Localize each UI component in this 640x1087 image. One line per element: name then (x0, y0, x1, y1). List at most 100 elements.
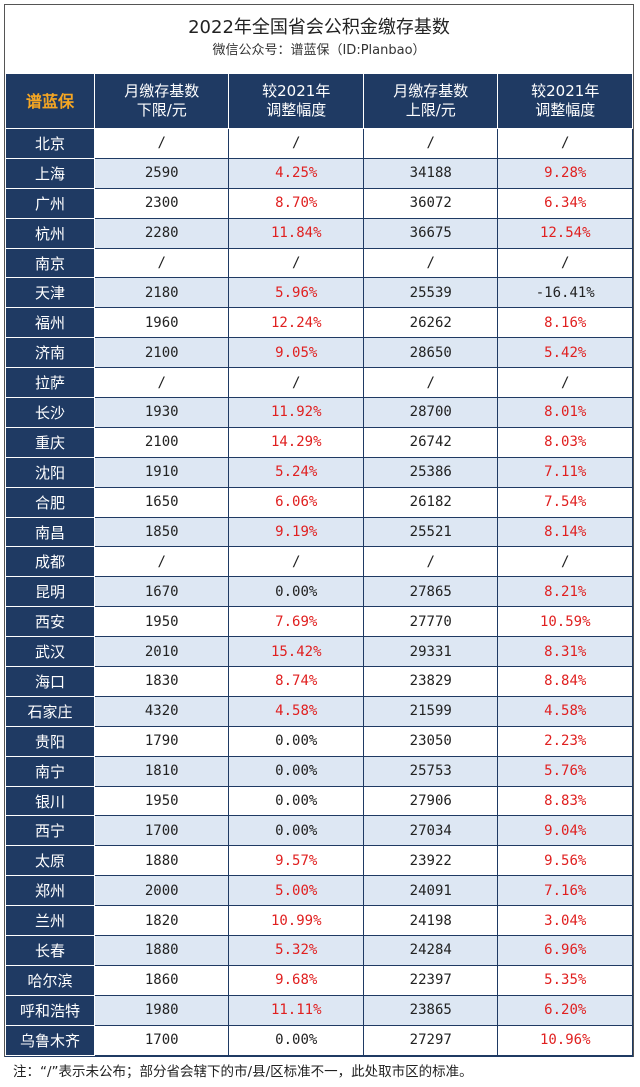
max-change-cell: 8.16% (497, 307, 633, 339)
max-base-cell: 25753 (362, 755, 499, 787)
min-change-cell: 14.29% (228, 426, 364, 458)
min-change-cell: 8.74% (228, 666, 364, 697)
min-change-cell: 0.00% (228, 1024, 364, 1056)
table-row: 济南 2100 9.05% 28650 5.42% (5, 337, 633, 369)
min-base-cell: 1810 (93, 755, 230, 787)
max-change-cell: 8.14% (497, 516, 633, 548)
city-cell: 成都 (5, 546, 95, 578)
max-base-cell: 24091 (362, 875, 499, 907)
min-change-cell: 12.24% (228, 307, 364, 339)
min-change-cell: 9.57% (228, 845, 364, 877)
max-change-cell: / (497, 128, 633, 159)
max-base-cell: 27297 (362, 1024, 499, 1056)
city-cell: 乌鲁木齐 (5, 1024, 95, 1056)
min-change-cell: 0.00% (228, 755, 364, 787)
max-change-cell: 9.56% (497, 845, 633, 877)
max-change-cell: 7.54% (497, 486, 633, 518)
min-change-cell: 6.06% (228, 486, 364, 518)
table-body: 北京 / / / / 上海 2590 4.25% 34188 9.28% 广州 2300 8.70% 36… (5, 128, 633, 1056)
min-change-cell: 11.84% (228, 217, 364, 249)
max-change-cell: 3.04% (497, 905, 633, 937)
min-base-cell: 1880 (93, 935, 230, 966)
max-base-cell: 23922 (362, 845, 499, 877)
max-change-cell: 8.21% (497, 576, 633, 608)
max-change-cell: 8.01% (497, 397, 633, 428)
city-cell: 石家庄 (5, 695, 95, 727)
min-change-cell: 0.00% (228, 785, 364, 817)
min-base-cell: 1830 (93, 666, 230, 697)
document-frame: 2022年全国省会公积金缴存基数 微信公众号：谱蓝保（ID:Planbao） 谱… (4, 4, 634, 1080)
min-change-cell: 15.42% (228, 636, 364, 668)
max-base-cell: 34188 (362, 157, 499, 189)
city-cell: 海口 (5, 666, 95, 697)
table-row: 哈尔滨 1860 9.68% 22397 5.35% (5, 964, 633, 996)
max-change-cell: 8.31% (497, 636, 633, 668)
max-base-cell: 24198 (362, 905, 499, 937)
min-base-cell: / (93, 247, 230, 279)
min-change-cell: / (228, 247, 364, 279)
min-base-cell: 1950 (93, 785, 230, 817)
table-row: 兰州 1820 10.99% 24198 3.04% (5, 905, 633, 937)
table-row: 杭州 2280 11.84% 36675 12.54% (5, 217, 633, 249)
city-cell: 西安 (5, 606, 95, 638)
min-base-cell: 1670 (93, 576, 230, 608)
max-base-cell: 21599 (362, 695, 499, 727)
min-change-cell: 7.69% (228, 606, 364, 638)
table-row: 上海 2590 4.25% 34188 9.28% (5, 157, 633, 189)
city-cell: 长沙 (5, 397, 95, 428)
min-change-cell: 11.92% (228, 397, 364, 428)
city-cell: 拉萨 (5, 367, 95, 399)
min-change-cell: 0.00% (228, 815, 364, 847)
max-change-cell: 7.16% (497, 875, 633, 907)
city-cell: 南宁 (5, 755, 95, 787)
header-line: 较2021年 (531, 82, 600, 100)
min-change-cell: / (228, 367, 364, 399)
min-change-cell: 0.00% (228, 576, 364, 608)
header-line: 调整幅度 (535, 101, 596, 119)
city-cell: 兰州 (5, 905, 95, 937)
min-base-cell: 2010 (93, 636, 230, 668)
max-base-cell: 25386 (362, 456, 499, 488)
max-base-cell: 26742 (362, 426, 499, 458)
min-base-cell: 1960 (93, 307, 230, 339)
min-base-cell: 4320 (93, 695, 230, 727)
max-change-cell: 2.23% (497, 725, 633, 757)
header-line: 月缴存基数 (124, 82, 200, 100)
table-row: 成都 / / / / (5, 546, 633, 578)
data-table: 谱蓝保 月缴存基数 下限/元 较2021年 调整幅度 月缴存基数 上限/元 较2… (5, 73, 633, 1056)
min-base-cell: / (93, 546, 230, 578)
table-row: 长沙 1930 11.92% 28700 8.01% (5, 397, 633, 428)
max-base-cell: 25539 (362, 277, 499, 309)
table-row: 西宁 1700 0.00% 27034 9.04% (5, 815, 633, 847)
min-base-cell: 1790 (93, 725, 230, 757)
min-base-cell: 2590 (93, 157, 230, 189)
table-row: 石家庄 4320 4.58% 21599 4.58% (5, 695, 633, 727)
max-change-cell: 5.76% (497, 755, 633, 787)
header-min-base: 月缴存基数 下限/元 (93, 73, 230, 129)
header-min-change: 较2021年 调整幅度 (228, 73, 364, 129)
max-base-cell: 27770 (362, 606, 499, 638)
max-change-cell: 6.34% (497, 187, 633, 219)
max-base-cell: 28700 (362, 397, 499, 428)
table-row: 广州 2300 8.70% 36072 6.34% (5, 187, 633, 219)
min-base-cell: / (93, 128, 230, 159)
min-change-cell: 5.96% (228, 277, 364, 309)
city-cell: 郑州 (5, 875, 95, 907)
max-base-cell: / (362, 546, 499, 578)
table-row: 郑州 2000 5.00% 24091 7.16% (5, 875, 633, 907)
city-cell: 太原 (5, 845, 95, 877)
table-row: 天津 2180 5.96% 25539 -16.41% (5, 277, 633, 309)
min-base-cell: / (93, 367, 230, 399)
city-cell: 昆明 (5, 576, 95, 608)
table-row: 呼和浩特 1980 11.11% 23865 6.20% (5, 994, 633, 1026)
max-base-cell: 26182 (362, 486, 499, 518)
header-line: 月缴存基数 (393, 82, 469, 100)
min-change-cell: 5.32% (228, 935, 364, 966)
table-row: 重庆 2100 14.29% 26742 8.03% (5, 426, 633, 458)
header-line: 下限/元 (136, 101, 187, 119)
max-base-cell: 23050 (362, 725, 499, 757)
max-change-cell: 6.96% (497, 935, 633, 966)
min-change-cell: 10.99% (228, 905, 364, 937)
min-change-cell: 0.00% (228, 725, 364, 757)
table-row: 南宁 1810 0.00% 25753 5.76% (5, 755, 633, 787)
